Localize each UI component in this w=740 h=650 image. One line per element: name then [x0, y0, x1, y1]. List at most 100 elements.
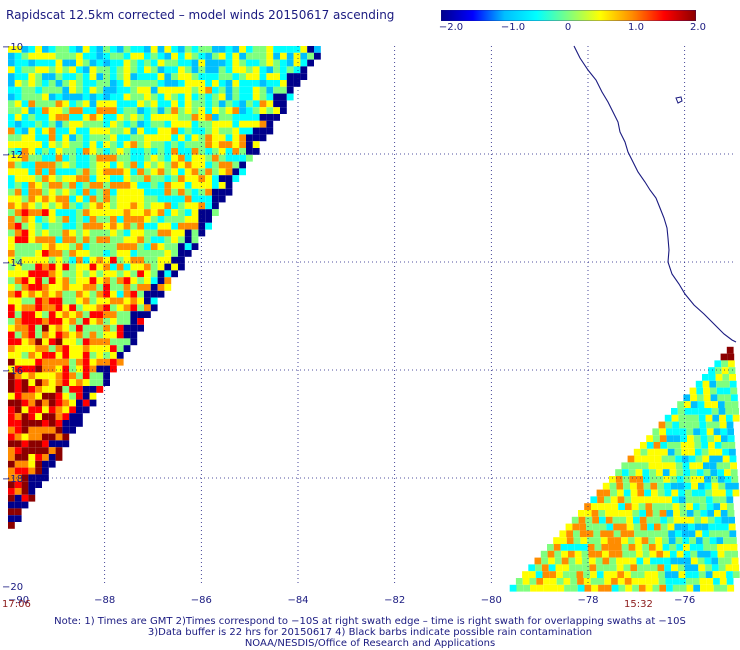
- wind-cell: [76, 182, 83, 189]
- wind-cell: [103, 297, 110, 305]
- wind-cell: [191, 154, 199, 162]
- wind-cell: [21, 80, 29, 87]
- wind-cell: [28, 358, 36, 366]
- wind-cell: [14, 216, 22, 223]
- wind-cell: [621, 544, 629, 551]
- wind-cell: [218, 127, 226, 135]
- wind-cell: [719, 414, 726, 422]
- wind-cell: [198, 161, 206, 169]
- wind-cell: [588, 550, 596, 558]
- wind-cell: [110, 73, 117, 80]
- wind-cell: [689, 387, 697, 395]
- wind-cell: [76, 73, 83, 80]
- wind-cell: [96, 120, 104, 128]
- wind-cell: [639, 516, 647, 524]
- wind-cell: [205, 161, 212, 169]
- wind-cell: [580, 537, 588, 544]
- wind-cell: [96, 250, 104, 257]
- wind-cell: [42, 175, 49, 182]
- wind-cell: [123, 304, 131, 312]
- wind-cell: [697, 394, 704, 402]
- wind-cell: [69, 66, 76, 74]
- wind-cell: [69, 188, 76, 196]
- wind-cell: [137, 216, 144, 223]
- wind-cell: [82, 100, 90, 108]
- wind-cell: [48, 365, 56, 373]
- wind-cell: [720, 503, 727, 510]
- wind-cell: [150, 250, 158, 257]
- wind-cell: [560, 537, 567, 544]
- wind-cell: [28, 474, 36, 482]
- wind-cell: [89, 290, 97, 298]
- wind-cell: [48, 66, 56, 74]
- wind-cell: [669, 544, 677, 551]
- wind-cell: [123, 148, 131, 155]
- wind-cell: [116, 154, 124, 162]
- wind-cell: [150, 277, 158, 284]
- wind-cell: [621, 537, 628, 544]
- wind-cell: [671, 489, 679, 497]
- wind-cell: [171, 270, 178, 278]
- wind-cell: [164, 209, 172, 216]
- wind-cell: [110, 270, 117, 278]
- wind-cell: [693, 584, 701, 592]
- wind-cell: [266, 100, 274, 108]
- wind-cell: [55, 358, 63, 366]
- wind-cell: [286, 66, 294, 74]
- wind-cell: [76, 284, 83, 291]
- wind-cell: [82, 352, 90, 359]
- wind-cell: [110, 134, 117, 142]
- wind-cell: [731, 394, 738, 402]
- wind-cell: [130, 250, 138, 257]
- wind-cell: [35, 175, 42, 182]
- wind-cell: [103, 236, 110, 244]
- wind-cell: [631, 496, 638, 504]
- wind-cell: [137, 277, 144, 284]
- wind-cell: [164, 141, 172, 148]
- wind-cell: [8, 222, 15, 230]
- wind-cell: [42, 358, 49, 366]
- wind-cell: [28, 331, 36, 339]
- wind-cell: [721, 367, 729, 374]
- wind-cell: [198, 73, 206, 80]
- wind-cell: [123, 229, 131, 237]
- wind-cell: [667, 442, 674, 449]
- wind-cell: [42, 331, 49, 339]
- wind-cell: [28, 202, 36, 210]
- wind-cell: [657, 489, 665, 497]
- wind-cell: [48, 175, 56, 182]
- wind-cell: [150, 290, 158, 298]
- wind-cell: [683, 476, 691, 483]
- wind-cell: [704, 550, 711, 558]
- wind-cell: [681, 448, 689, 456]
- lake-titicaca: [675, 96, 683, 104]
- wind-cell: [21, 46, 29, 53]
- wind-cell: [665, 578, 673, 585]
- wind-cell: [649, 476, 657, 483]
- wind-cell: [212, 188, 219, 196]
- wind-cell: [82, 270, 90, 278]
- wind-cell: [689, 537, 696, 544]
- wind-cell: [727, 510, 735, 517]
- wind-cell: [684, 482, 692, 490]
- wind-cell: [76, 250, 83, 257]
- wind-cell: [14, 345, 22, 352]
- wind-cell: [696, 544, 704, 551]
- wind-cell: [704, 482, 712, 490]
- wind-cell: [14, 73, 22, 80]
- wind-cell: [164, 236, 172, 244]
- wind-cell: [62, 284, 70, 291]
- wind-cell: [21, 447, 29, 454]
- wind-cell: [55, 433, 63, 441]
- wind-cell: [110, 100, 117, 108]
- wind-cell: [69, 311, 76, 318]
- wind-cell: [656, 557, 664, 565]
- wind-cell: [611, 503, 619, 510]
- wind-cell: [725, 482, 732, 490]
- wind-cell: [48, 127, 56, 135]
- wind-cell: [28, 284, 36, 291]
- wind-cell: [14, 433, 22, 441]
- wind-cell: [705, 564, 712, 572]
- wind-cell: [137, 263, 144, 271]
- wind-cell: [55, 229, 63, 237]
